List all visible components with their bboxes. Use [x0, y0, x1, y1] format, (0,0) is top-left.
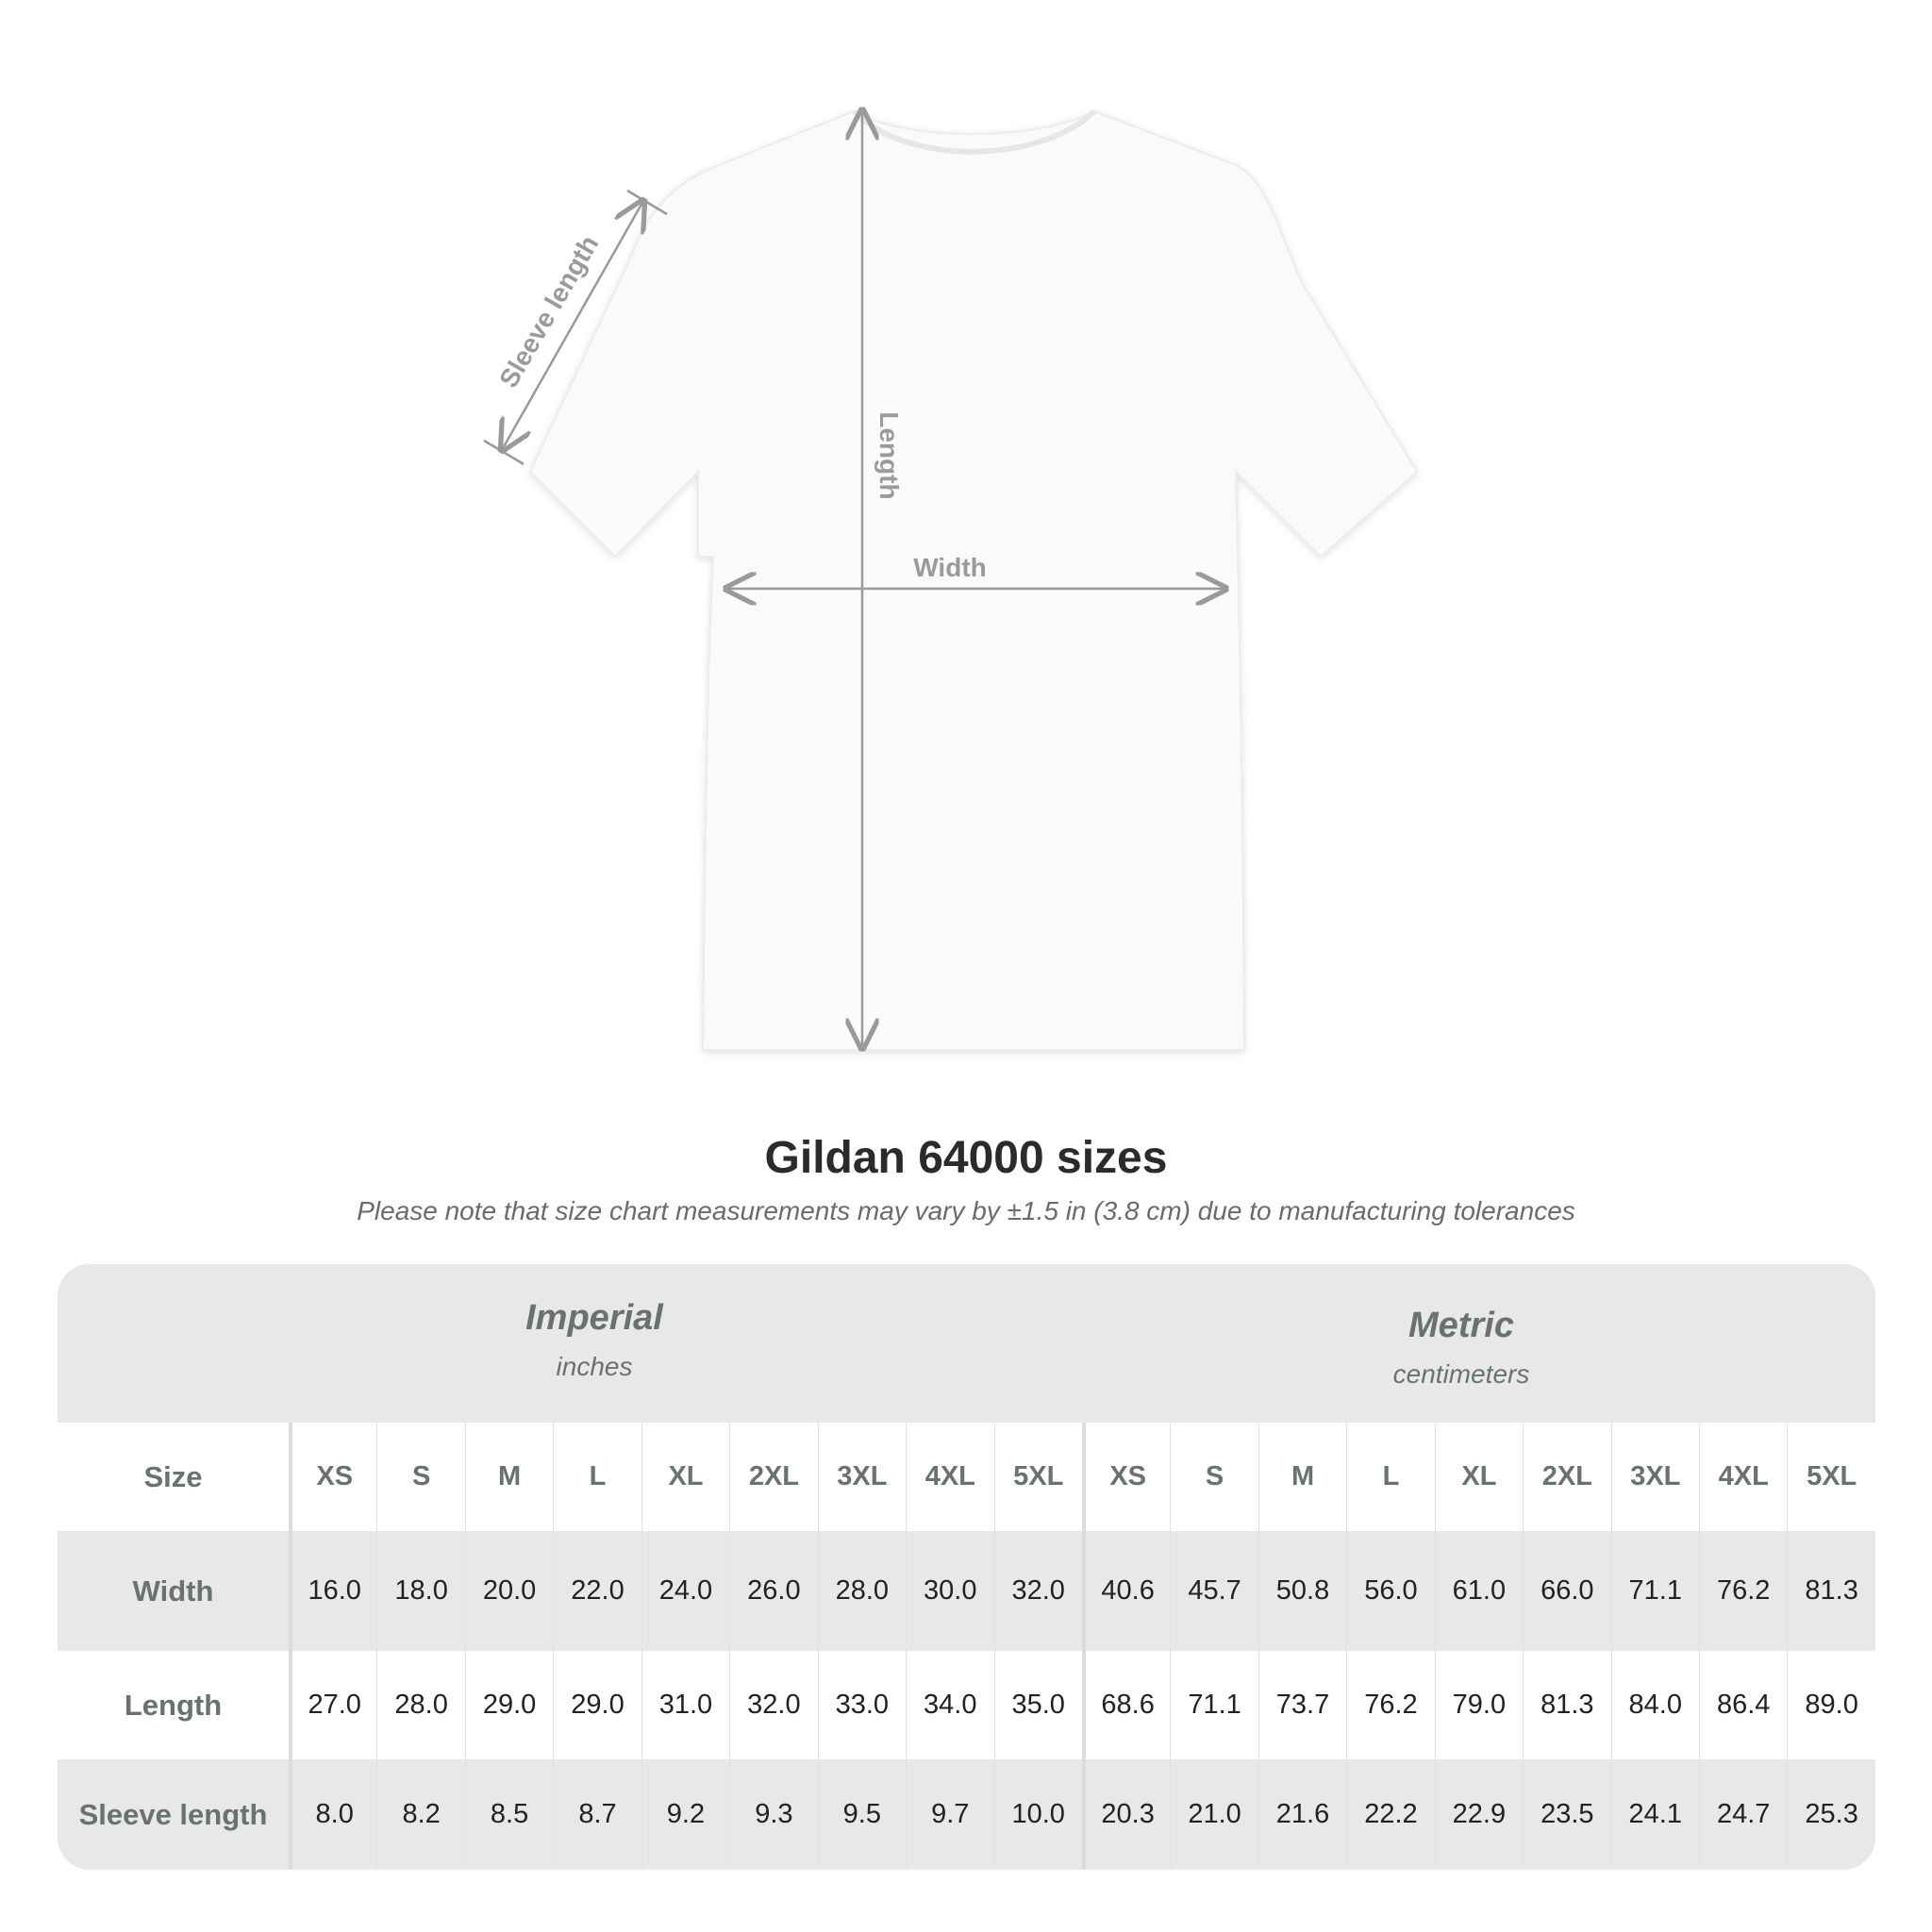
row-label: Length — [124, 1688, 223, 1722]
value-cell: 81.3 — [1787, 1531, 1874, 1651]
width-label: Width — [913, 553, 987, 582]
value-cell: 9.3 — [729, 1759, 817, 1870]
value-cell: 21.0 — [1170, 1759, 1257, 1870]
value-cell: 30.0 — [906, 1531, 993, 1651]
size-header-cell: 4XL — [906, 1423, 993, 1531]
size-label: Size — [143, 1459, 203, 1493]
value-cell: 16.0 — [289, 1531, 376, 1651]
size-header-cell: XL — [641, 1423, 729, 1531]
value-cell: 33.0 — [817, 1651, 906, 1759]
value-cell: 81.3 — [1523, 1651, 1610, 1759]
value-cell: 26.0 — [729, 1531, 817, 1651]
value-cell: 28.0 — [817, 1531, 906, 1651]
table-row: Length 27.0 28.0 29.0 29.0 31.0 32.0 33.0 34.0 3… — [58, 1651, 1875, 1759]
tshirt-diagram: Width Length Sleeve length — [483, 0, 1419, 1113]
size-header-cell: 3XL — [817, 1423, 906, 1531]
value-cell: 10.0 — [993, 1759, 1082, 1870]
value-cell: 66.0 — [1523, 1531, 1610, 1651]
length-label: Length — [874, 411, 904, 499]
metric-title: Metric — [1408, 1306, 1514, 1345]
value-cell: 29.0 — [464, 1651, 553, 1759]
value-cell: 24.7 — [1699, 1759, 1787, 1870]
size-header-cell: M — [1257, 1423, 1346, 1531]
value-cell: 31.0 — [641, 1651, 729, 1759]
size-header-cell: 2XL — [729, 1423, 817, 1531]
value-cell: 20.3 — [1081, 1759, 1170, 1870]
value-cell: 73.7 — [1257, 1651, 1346, 1759]
row-label: Width — [132, 1574, 214, 1607]
value-cell: 71.1 — [1170, 1651, 1257, 1759]
value-cell: 22.9 — [1434, 1759, 1523, 1870]
value-cell: 8.0 — [289, 1759, 376, 1870]
imperial-unit: inches — [556, 1352, 633, 1381]
row-band — [58, 1531, 1875, 1651]
value-cell: 24.0 — [641, 1531, 729, 1651]
value-cell: 45.7 — [1170, 1531, 1257, 1651]
value-cell: 40.6 — [1081, 1531, 1170, 1651]
header-band — [58, 1264, 1875, 1423]
value-cell: 22.2 — [1346, 1759, 1434, 1870]
value-cell: 76.2 — [1346, 1651, 1434, 1759]
value-cell: 22.0 — [553, 1531, 641, 1651]
sleeve-arrow — [502, 201, 643, 450]
metric-unit: centimeters — [1392, 1359, 1530, 1389]
value-cell: 61.0 — [1434, 1531, 1523, 1651]
size-header-cell: L — [553, 1423, 641, 1531]
value-cell: 50.8 — [1257, 1531, 1346, 1651]
value-cell: 79.0 — [1434, 1651, 1523, 1759]
size-header-cell: S — [1170, 1423, 1257, 1531]
value-cell: 32.0 — [993, 1531, 1082, 1651]
metric-header: Metric centimeters — [1178, 1306, 1744, 1390]
size-table: Imperial inches Metric centimeters Size … — [58, 1264, 1875, 1870]
value-cell: 56.0 — [1346, 1531, 1434, 1651]
value-cell: 34.0 — [906, 1651, 993, 1759]
value-cell: 8.7 — [553, 1759, 641, 1870]
size-header-cell: 2XL — [1523, 1423, 1610, 1531]
value-cell: 84.0 — [1610, 1651, 1699, 1759]
tolerance-note: Please note that size chart measurements… — [357, 1196, 1575, 1225]
size-header-cell: S — [376, 1423, 464, 1531]
value-cell: 68.6 — [1081, 1651, 1170, 1759]
table-row: Sleeve length 8.0 8.2 8.5 8.7 9.2 9.3 9.5 9.7 10… — [58, 1759, 1875, 1870]
value-cell: 8.2 — [376, 1759, 464, 1870]
value-cell: 89.0 — [1787, 1651, 1874, 1759]
value-cell: 23.5 — [1523, 1759, 1610, 1870]
row-band — [58, 1759, 1875, 1870]
value-cell: 9.5 — [817, 1759, 906, 1870]
size-header-cell: XS — [1081, 1423, 1170, 1531]
size-header-cell: L — [1346, 1423, 1434, 1531]
value-cell: 18.0 — [376, 1531, 464, 1651]
size-header-cell: M — [464, 1423, 553, 1531]
value-cell: 86.4 — [1699, 1651, 1787, 1759]
value-cell: 32.0 — [729, 1651, 817, 1759]
value-cell: 9.7 — [906, 1759, 993, 1870]
value-cell: 71.1 — [1610, 1531, 1699, 1651]
size-header-cell: XS — [289, 1423, 376, 1531]
value-cell: 24.1 — [1610, 1759, 1699, 1870]
imperial-header: Imperial inches — [311, 1298, 877, 1382]
value-cell: 20.0 — [464, 1531, 553, 1651]
value-cell: 9.2 — [641, 1759, 729, 1870]
value-cell: 25.3 — [1787, 1759, 1874, 1870]
value-cell: 29.0 — [553, 1651, 641, 1759]
value-cell: 27.0 — [289, 1651, 376, 1759]
imperial-title: Imperial — [525, 1298, 663, 1338]
table-row: Width 16.0 18.0 20.0 22.0 24.0 26.0 28.0 30.0 32… — [58, 1531, 1875, 1651]
size-header-cell: 4XL — [1699, 1423, 1787, 1531]
value-cell: 76.2 — [1699, 1531, 1787, 1651]
value-cell: 21.6 — [1257, 1759, 1346, 1870]
size-header-cell: 3XL — [1610, 1423, 1699, 1531]
row-label: Sleeve length — [78, 1797, 268, 1831]
size-row: Size XS S M L XL 2XL 3XL 4XL 5XL XS S M L XL 2XL 3XL 4XL… — [58, 1423, 1875, 1531]
size-header-cell: 5XL — [1787, 1423, 1874, 1531]
value-cell: 8.5 — [464, 1759, 553, 1870]
size-header-cell: 5XL — [993, 1423, 1082, 1531]
value-cell: 28.0 — [376, 1651, 464, 1759]
chart-title: Gildan 64000 sizes — [764, 1133, 1168, 1183]
size-header-cell: XL — [1434, 1423, 1523, 1531]
value-cell: 35.0 — [993, 1651, 1082, 1759]
